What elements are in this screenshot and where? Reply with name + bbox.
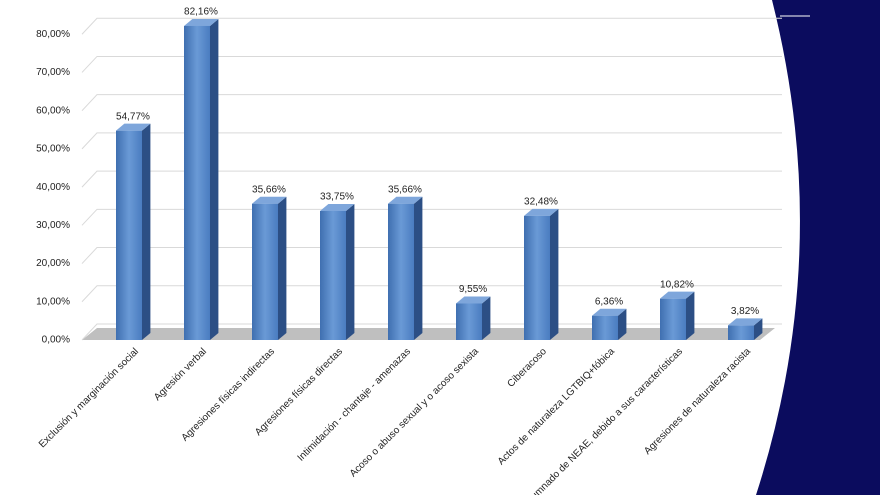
value-label: 10,82% <box>660 279 694 290</box>
y-tick-label: 70,00% <box>36 67 70 78</box>
bar-top <box>116 123 151 131</box>
value-label: 32,48% <box>524 196 558 207</box>
grid-line <box>81 132 782 150</box>
y-tick-label: 10,00% <box>36 296 70 307</box>
bar-top <box>320 204 355 211</box>
y-tick-label: 80,00% <box>36 29 70 40</box>
x-tick-label: Intimidación - chantaje - amenazas <box>296 346 413 463</box>
y-tick-label: 20,00% <box>36 258 70 269</box>
value-label: 9,55% <box>459 284 487 295</box>
bar <box>660 298 686 340</box>
bar-top <box>728 318 763 326</box>
bar-side <box>550 208 559 340</box>
x-tick-label: Agresiones de naturaleza racista <box>642 346 753 457</box>
bar-top <box>524 208 559 216</box>
y-tick-label: 50,00% <box>36 144 70 155</box>
bar-top <box>184 18 219 26</box>
bar <box>524 215 550 340</box>
bar-side <box>754 318 763 340</box>
y-tick-label: 30,00% <box>36 220 70 231</box>
bar <box>252 203 278 340</box>
bar-side <box>414 196 423 340</box>
bar-top <box>592 308 627 316</box>
y-tick-label: 0,00% <box>42 335 70 346</box>
value-label: 35,66% <box>388 184 422 195</box>
bar <box>456 303 482 340</box>
bar-top <box>456 296 491 304</box>
bar-side <box>142 123 151 340</box>
grid-line <box>81 55 782 73</box>
bar-top <box>388 196 423 204</box>
bar-side <box>686 291 695 340</box>
value-label: 3,82% <box>731 306 759 317</box>
bar <box>728 325 754 340</box>
x-tick-label: Agresión verbal <box>152 346 209 403</box>
value-label: 33,75% <box>320 192 354 203</box>
value-label: 82,16% <box>184 7 218 18</box>
value-label: 6,36% <box>595 296 623 307</box>
bar <box>320 211 346 340</box>
bar-top <box>252 196 287 204</box>
grid-line <box>81 94 782 112</box>
x-tick-label: Ciberacoso <box>505 346 549 390</box>
bar <box>388 203 414 340</box>
grid-line <box>81 17 782 35</box>
bar-top <box>660 291 695 299</box>
bar <box>116 130 142 340</box>
bar-side <box>482 296 491 340</box>
x-tick-label: umnado de NEAE, debido a sus característ… <box>529 346 685 495</box>
bar-side <box>278 196 287 340</box>
value-label: 35,66% <box>252 184 286 195</box>
grid-line <box>81 170 782 188</box>
bar-side <box>346 204 355 340</box>
x-tick-label: Exclusión y marginación social <box>37 346 141 450</box>
decor-shape <box>756 0 880 495</box>
bar <box>184 25 210 341</box>
value-label: 54,77% <box>116 111 150 122</box>
bar-side <box>210 18 219 341</box>
y-tick-label: 60,00% <box>36 105 70 116</box>
y-tick-label: 40,00% <box>36 182 70 193</box>
y-tick-label: 90,00% <box>36 0 70 2</box>
x-tick-label: Acoso o abuso sexual y o acoso sexista <box>348 346 481 479</box>
x-tick-label: Actos de naturaleza LGTBIQ+fóbica <box>496 346 617 467</box>
bar-side <box>618 308 627 340</box>
bar <box>592 315 618 340</box>
